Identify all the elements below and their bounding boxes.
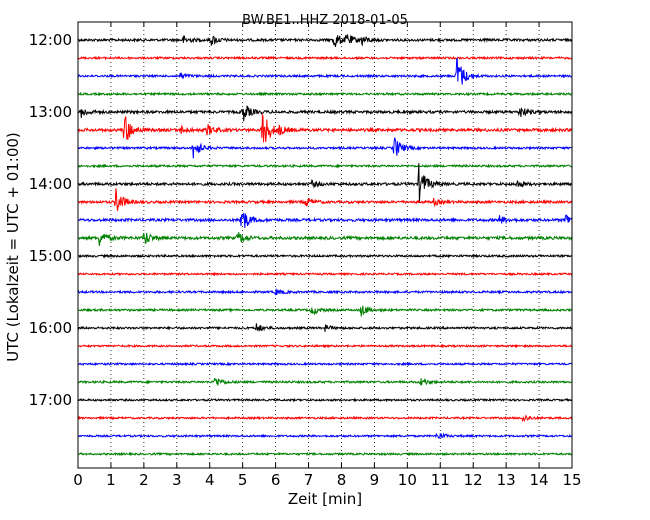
trace-line	[77, 91, 573, 97]
x-tick-label: 7	[304, 471, 314, 489]
y-tick-label: 15:00	[29, 247, 72, 265]
x-tick-label: 8	[337, 471, 347, 489]
x-tick-label: 1	[106, 471, 116, 489]
x-tick-label: 0	[73, 471, 83, 489]
trace-line	[77, 163, 573, 204]
trace-line	[77, 113, 573, 143]
trace-line	[77, 57, 573, 85]
x-tick-label: 11	[431, 471, 450, 489]
trace-line	[77, 288, 573, 296]
x-axis-label: Zeit [min]	[288, 490, 362, 508]
trace-line	[77, 361, 573, 367]
axis-ticks: 0 1 2 3 4 5 6 7 8 9 10 11 12 13 14 1512:0013:0014:0015:…	[29, 22, 582, 489]
x-tick-label: 5	[238, 471, 248, 489]
chart-title: BW.BE1..HHZ 2018-01-05	[242, 13, 408, 28]
trace-line	[77, 163, 573, 169]
y-axis-label: UTC (Lokalzeit = UTC + 01:00)	[4, 132, 22, 362]
trace-line	[77, 343, 573, 349]
trace-line	[77, 451, 573, 457]
trace-line	[77, 253, 573, 259]
trace-line	[77, 377, 573, 386]
x-tick-label: 4	[205, 471, 215, 489]
trace-line	[77, 271, 573, 277]
trace-line	[77, 432, 573, 439]
y-tick-label: 17:00	[29, 391, 72, 409]
trace-line	[77, 305, 573, 317]
trace-line	[77, 137, 573, 159]
y-tick-label: 16:00	[29, 319, 72, 337]
x-tick-label: 12	[464, 471, 483, 489]
trace-line	[77, 323, 573, 332]
x-tick-label: 10	[398, 471, 417, 489]
x-tick-label: 2	[139, 471, 149, 489]
x-tick-label: 13	[497, 471, 516, 489]
trace-line	[77, 397, 573, 403]
trace-line	[77, 55, 573, 61]
x-tick-label: 3	[172, 471, 182, 489]
plot-frame	[77, 21, 573, 469]
x-tick-label: 9	[370, 471, 380, 489]
trace-line	[77, 105, 573, 122]
x-tick-label: 14	[530, 471, 549, 489]
y-tick-label: 13:00	[29, 103, 72, 121]
y-tick-label: 14:00	[29, 175, 72, 193]
trace-line	[77, 34, 573, 48]
trace-line	[77, 188, 573, 211]
trace-line	[77, 212, 573, 228]
trace-line	[77, 414, 573, 423]
y-tick-label: 12:00	[29, 31, 72, 49]
trace-layer	[77, 34, 573, 457]
trace-line	[77, 232, 573, 246]
x-tick-label: 6	[271, 471, 281, 489]
x-tick-label: 15	[562, 471, 581, 489]
